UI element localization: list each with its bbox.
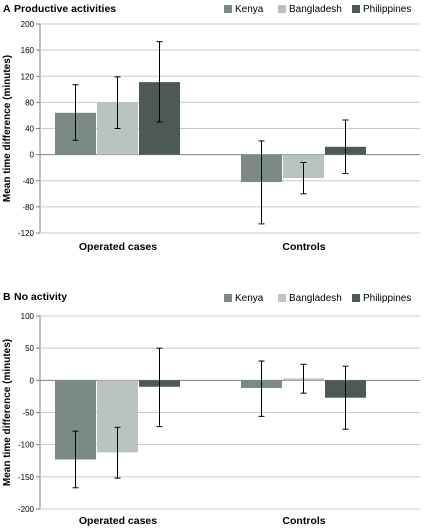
- panel-a-bars: [55, 82, 366, 183]
- panel-a-legend-label: Philippines: [363, 4, 411, 15]
- panel-b-y-tick-label: -100: [18, 441, 35, 450]
- panel-a-x-category-label: Operated cases: [79, 241, 157, 253]
- panel-b-x-category-label: Controls: [282, 515, 325, 527]
- panel-b-bars: [55, 378, 366, 460]
- panel-b-title: No activity: [14, 291, 67, 303]
- panel-b-legend-swatch: [278, 294, 286, 302]
- panel-b-legend-label: Kenya: [235, 293, 264, 304]
- panel-a-legend-swatch: [278, 5, 286, 13]
- panel-a-x-category-label: Controls: [282, 241, 325, 253]
- panel-a-y-tick-label: -120: [18, 229, 35, 238]
- panel-a-y-tick-label: 160: [21, 46, 35, 55]
- panel-a-y-axis-label: Mean time difference (minutes): [2, 55, 13, 202]
- panel-b-error-bars: [72, 347, 349, 489]
- panel-b-x-labels: Operated cases Controls: [79, 515, 326, 527]
- panel-a-title: Productive activities: [14, 3, 116, 15]
- panel-a-y-tick-label: 80: [25, 98, 34, 107]
- panel-b-legend-swatch: [352, 294, 360, 302]
- panel-b-y-tick-label: 0: [30, 376, 35, 385]
- panel-a-y-tick-label: 200: [21, 20, 35, 29]
- panel-a-legend-swatch: [352, 5, 360, 13]
- panel-b-legend-swatch: [224, 294, 232, 302]
- panel-a-legend: Kenya Bangladesh Philippines: [224, 4, 411, 15]
- panel-a-legend-label: Kenya: [235, 4, 264, 15]
- panel-b-label: B: [3, 291, 11, 303]
- panel-a: A Productive activities 200 160 120 80 40 0 -4…: [2, 3, 420, 253]
- panel-a-x-labels: Operated cases Controls: [79, 241, 326, 253]
- panel-a-y-tick-label: 120: [21, 72, 35, 81]
- panel-a-y-tick-label: -80: [22, 203, 34, 212]
- panel-b-y-axis-label: Mean time difference (minutes): [2, 339, 13, 486]
- panel-a-label: A: [3, 3, 11, 15]
- panel-b-x-category-label: Operated cases: [79, 515, 157, 527]
- panel-a-error-bars: [72, 41, 349, 225]
- panel-a-y-tick-label: 40: [25, 125, 34, 134]
- panel-a-legend-label: Bangladesh: [289, 4, 342, 15]
- panel-b-y-tick-label: -150: [18, 473, 35, 482]
- panel-b-y-tick-label: -200: [18, 505, 35, 514]
- panel-b-y-tick-label: 50: [25, 344, 34, 353]
- panel-b-y-tick-label: -50: [22, 409, 34, 418]
- panel-b: B No activity 100 50 0 -50 -100 -150 -200 Oper…: [2, 291, 420, 527]
- panel-a-y-tick-label: 0: [30, 151, 35, 160]
- panel-b-legend-label: Bangladesh: [289, 293, 342, 304]
- panel-b-y-tick-label: 100: [21, 312, 35, 321]
- panel-b-legend: Kenya Bangladesh Philippines: [224, 293, 411, 304]
- panel-a-y-ticks: 200 160 120 80 40 0 -40 -80 -120: [18, 20, 35, 238]
- panel-b-y-ticks: 100 50 0 -50 -100 -150 -200: [18, 312, 35, 514]
- panel-a-legend-swatch: [224, 5, 232, 13]
- panel-a-y-tick-label: -40: [22, 177, 34, 186]
- panel-b-legend-label: Philippines: [363, 293, 411, 304]
